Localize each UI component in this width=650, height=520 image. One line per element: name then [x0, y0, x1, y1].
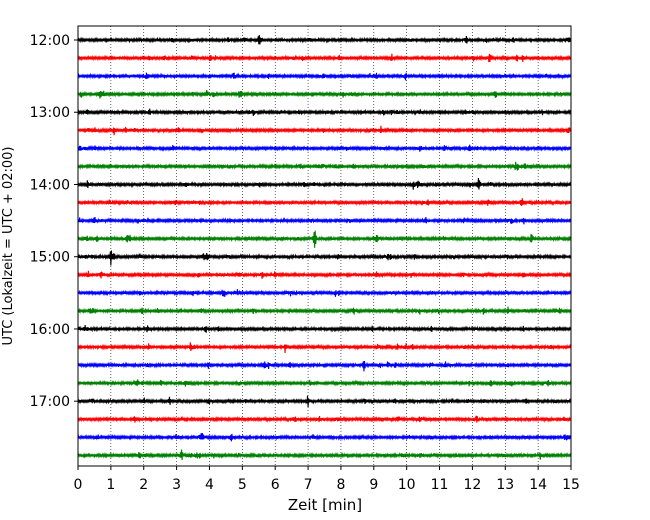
seismogram-trace — [77, 125, 572, 136]
seismogram-trace — [77, 108, 572, 116]
seismogram-trace — [77, 325, 572, 333]
seismogram-trace — [77, 415, 572, 423]
y-tick-label: 16:00 — [30, 322, 70, 338]
seismogram-trace — [77, 379, 572, 387]
x-axis: 0 1 2 3 4 5 6 7 8 9 10 11 12 13 14 15 — [74, 466, 580, 493]
x-tick-label: 10 — [398, 477, 416, 493]
seismogram-trace — [77, 250, 572, 266]
seismogram-trace — [77, 177, 572, 190]
y-axis-label: UTC (Lokalzeit = UTC + 02:00) — [1, 147, 16, 346]
x-tick-label: 13 — [496, 477, 514, 493]
y-axis: 12:00 13:00 14:00 15:00 16:00 17:00 — [30, 33, 78, 410]
seismogram-trace — [77, 289, 572, 297]
seismogram-trace — [77, 360, 572, 372]
seismogram-trace — [77, 342, 572, 353]
seismogram-trace — [77, 144, 572, 152]
seismogram-trace — [77, 161, 572, 171]
seismogram-trace — [77, 449, 572, 461]
x-tick-label: 12 — [463, 477, 481, 493]
x-axis-label: Zeit [min] — [288, 496, 362, 514]
x-tick-label: 5 — [238, 477, 247, 493]
y-tick-label: 13:00 — [30, 105, 70, 121]
seismogram-trace — [77, 306, 572, 315]
seismogram-trace — [77, 270, 572, 279]
y-tick-label: 15:00 — [30, 250, 70, 266]
y-tick-label: 14:00 — [30, 177, 70, 193]
seismogram-trace — [77, 433, 572, 442]
x-tick-label: 6 — [271, 477, 280, 493]
y-tick-label: 17:00 — [30, 394, 70, 410]
x-tick-label: 14 — [529, 477, 547, 493]
seismogram-trace — [77, 198, 572, 207]
x-tick-label: 15 — [562, 477, 580, 493]
seismogram-trace — [77, 90, 572, 99]
y-tick-label: 12:00 — [30, 33, 70, 49]
x-tick-label: 1 — [106, 477, 115, 493]
seismogram-trace — [77, 230, 572, 248]
grid-layer — [110, 26, 539, 466]
plot-frame — [77, 25, 572, 467]
x-tick-label: 9 — [369, 477, 378, 493]
seismogram-trace — [77, 72, 572, 81]
seismogram-trace — [77, 216, 572, 225]
trace-layer — [77, 35, 572, 461]
x-tick-label: 11 — [431, 477, 449, 493]
x-tick-label: 4 — [205, 477, 214, 493]
seismogram-trace — [77, 35, 572, 45]
x-tick-label: 2 — [139, 477, 148, 493]
seismogram-trace — [77, 53, 572, 63]
x-tick-label: 3 — [172, 477, 181, 493]
x-tick-label: 8 — [336, 477, 345, 493]
x-tick-label: 7 — [304, 477, 313, 493]
seismogram-trace — [77, 395, 572, 408]
x-tick-label: 0 — [74, 477, 83, 493]
